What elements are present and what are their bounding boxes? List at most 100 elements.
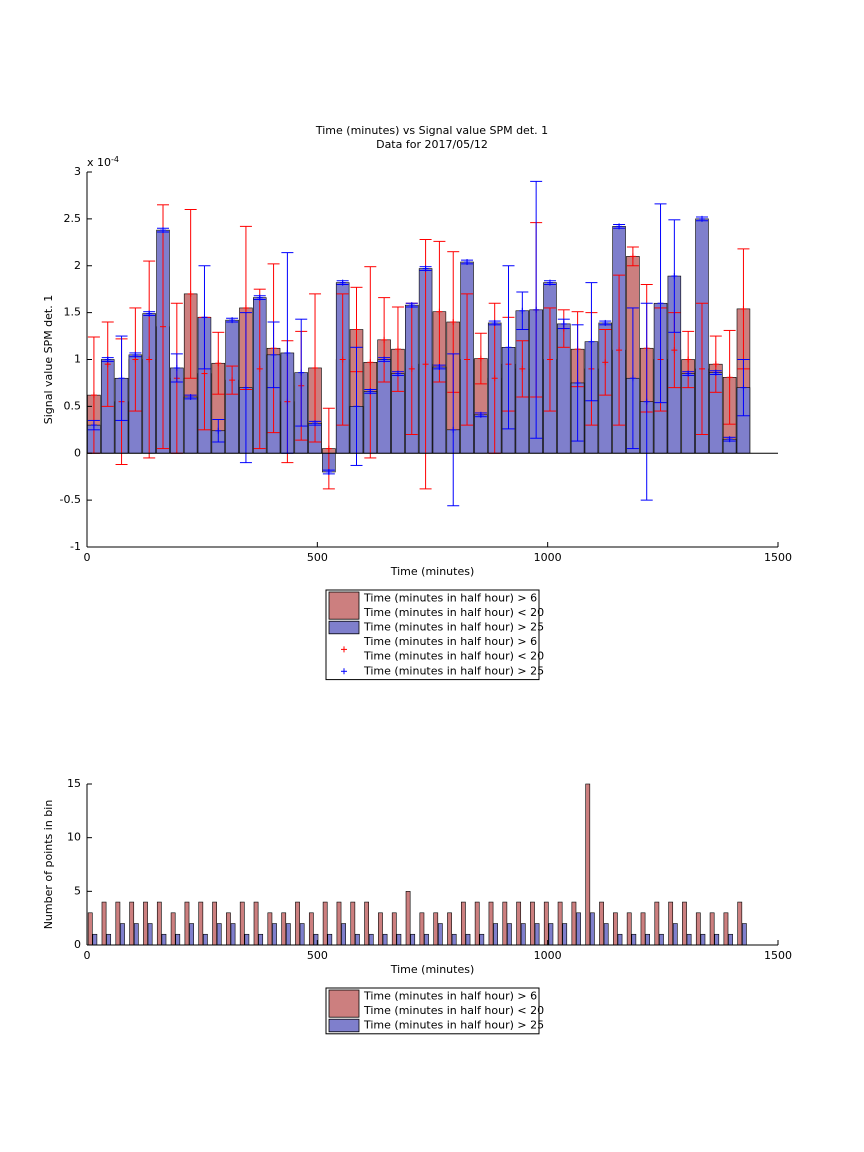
legend-label: Time (minutes in half hour) > 25 bbox=[363, 1019, 544, 1032]
bar bbox=[589, 912, 595, 946]
legend-label: Time (minutes in half hour) > 6 bbox=[363, 635, 537, 648]
x-tick-label: 0 bbox=[84, 551, 91, 564]
bar bbox=[668, 901, 674, 946]
bar bbox=[534, 923, 540, 946]
legend-box bbox=[325, 589, 540, 681]
bar bbox=[405, 891, 411, 946]
y-tick-label: 5 bbox=[74, 884, 81, 897]
legend-label: Time (minutes in half hour) > 25 bbox=[363, 664, 544, 677]
y-tick-label: -0.5 bbox=[60, 493, 81, 506]
y-tick-label: -1 bbox=[70, 540, 81, 553]
bar bbox=[101, 901, 107, 946]
bar bbox=[631, 933, 637, 946]
bar bbox=[626, 912, 632, 946]
bar bbox=[258, 933, 264, 946]
bar bbox=[391, 912, 397, 946]
bar bbox=[451, 933, 457, 946]
y-tick-label: 10 bbox=[67, 831, 81, 844]
bar bbox=[189, 923, 194, 946]
bar bbox=[198, 901, 204, 946]
bar bbox=[327, 933, 333, 946]
bar bbox=[396, 933, 402, 946]
bar bbox=[557, 901, 563, 946]
bar bbox=[212, 901, 217, 946]
bar bbox=[378, 912, 383, 946]
bar bbox=[170, 912, 176, 946]
legend-label: Time (minutes in half hour) > 6 bbox=[363, 989, 537, 1002]
x-axis-label: Time (minutes) bbox=[390, 963, 475, 976]
bar bbox=[336, 901, 342, 946]
y-axis-label: Signal value SPM det. 1 bbox=[42, 295, 55, 425]
bar bbox=[493, 923, 498, 946]
bar bbox=[437, 923, 443, 946]
bar bbox=[645, 933, 651, 946]
bar bbox=[410, 933, 416, 946]
legend-box bbox=[325, 987, 540, 1035]
legend-swatch bbox=[328, 989, 360, 1018]
y-multiplier: x 10-4 bbox=[87, 155, 119, 170]
bar bbox=[479, 933, 485, 946]
bar bbox=[382, 933, 388, 946]
bar bbox=[695, 912, 701, 946]
bar bbox=[129, 901, 135, 946]
bar bbox=[640, 912, 646, 946]
x-tick-label: 500 bbox=[307, 949, 328, 962]
y-multiplier-base: x 10 bbox=[87, 156, 111, 169]
bar bbox=[465, 933, 471, 946]
bar bbox=[460, 901, 466, 946]
x-tick-label: 1000 bbox=[534, 551, 562, 564]
bar bbox=[184, 901, 190, 946]
bar bbox=[424, 933, 429, 946]
bar bbox=[474, 901, 480, 946]
bar bbox=[737, 901, 743, 946]
y-tick-label: 2 bbox=[74, 259, 81, 272]
bar bbox=[562, 923, 568, 946]
bar bbox=[585, 783, 591, 946]
bar bbox=[447, 912, 452, 946]
bar bbox=[341, 923, 346, 946]
bar bbox=[322, 901, 328, 946]
y-tick-label: 1.5 bbox=[64, 306, 82, 319]
bar bbox=[272, 923, 277, 946]
bar bbox=[714, 933, 720, 946]
y-multiplier-exponent: -4 bbox=[111, 155, 119, 164]
bar bbox=[599, 901, 604, 946]
bar bbox=[239, 901, 245, 946]
legend-swatch bbox=[328, 591, 360, 620]
bar bbox=[92, 933, 98, 946]
x-tick-label: 1500 bbox=[764, 551, 792, 564]
bar bbox=[244, 933, 250, 946]
chart-subtitle: Data for 2017/05/12 bbox=[376, 138, 488, 151]
bar bbox=[530, 901, 535, 946]
bar bbox=[659, 933, 664, 946]
x-tick-label: 0 bbox=[84, 949, 91, 962]
bar bbox=[364, 901, 369, 946]
bar bbox=[355, 933, 360, 946]
bar bbox=[686, 933, 692, 946]
bar bbox=[543, 901, 549, 946]
bar bbox=[548, 923, 554, 946]
bar bbox=[728, 933, 733, 946]
bar bbox=[520, 923, 526, 946]
bar bbox=[87, 912, 93, 946]
bar bbox=[350, 901, 356, 946]
legend-swatch bbox=[328, 1018, 360, 1033]
bar bbox=[502, 901, 508, 946]
x-axis-label: Time (minutes) bbox=[390, 565, 475, 578]
bar bbox=[106, 933, 112, 946]
bar bbox=[267, 912, 273, 946]
bar bbox=[183, 396, 198, 454]
y-tick-label: 0 bbox=[74, 446, 81, 459]
y-axis-label: Number of points in bin bbox=[42, 800, 55, 930]
y-tick-label: 0 bbox=[74, 938, 81, 951]
bar bbox=[203, 933, 208, 946]
bar bbox=[617, 933, 623, 946]
x-tick-label: 1500 bbox=[764, 949, 792, 962]
bar bbox=[230, 923, 236, 946]
bar bbox=[433, 912, 439, 946]
bar bbox=[120, 923, 125, 946]
bar bbox=[299, 923, 305, 946]
bar bbox=[741, 923, 747, 946]
bar bbox=[672, 923, 678, 946]
